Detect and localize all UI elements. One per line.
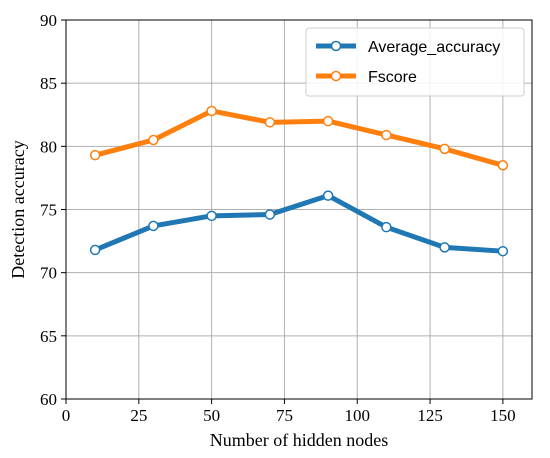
y-axis-title: Detection accuracy bbox=[8, 140, 28, 278]
y-tick-label: 90 bbox=[40, 11, 57, 30]
legend-label: Average_accuracy bbox=[368, 39, 500, 56]
y-tick-label: 70 bbox=[40, 264, 57, 283]
data-point bbox=[439, 143, 450, 155]
x-axis-title: Number of hidden nodes bbox=[210, 430, 388, 450]
data-point bbox=[497, 160, 509, 171]
data-point bbox=[322, 115, 334, 127]
series-group bbox=[89, 105, 509, 257]
legend-box bbox=[305, 27, 525, 97]
data-point bbox=[148, 220, 159, 232]
data-point bbox=[381, 129, 392, 141]
data-point bbox=[206, 105, 217, 117]
x-tick-label: 75 bbox=[276, 406, 293, 425]
y-tick-label: 75 bbox=[40, 201, 57, 220]
y-tick-label: 85 bbox=[40, 74, 57, 93]
legend-marker bbox=[330, 70, 342, 82]
series-average-accuracy bbox=[89, 190, 509, 257]
x-tick-label: 50 bbox=[203, 406, 220, 425]
data-point bbox=[89, 149, 101, 161]
x-tick-label: 125 bbox=[417, 406, 443, 425]
x-tick-label: 100 bbox=[345, 406, 371, 425]
data-point bbox=[439, 242, 450, 253]
data-point bbox=[206, 210, 217, 222]
y-tick-label: 60 bbox=[40, 390, 57, 409]
data-point bbox=[497, 245, 509, 257]
legend-item: Fscore bbox=[316, 69, 417, 86]
y-tick-label: 80 bbox=[40, 137, 57, 156]
data-point bbox=[264, 209, 276, 220]
x-tick-label: 150 bbox=[490, 406, 516, 425]
series-line bbox=[92, 193, 506, 254]
series-fscore bbox=[89, 105, 509, 171]
x-tick-label: 25 bbox=[130, 406, 147, 425]
x-tick-label: 0 bbox=[62, 406, 71, 425]
y-tick-label: 65 bbox=[40, 327, 57, 346]
axis-ticks: 0 25 50 75 100 125 150 60 65 70 75 80 85 90 bbox=[40, 11, 516, 425]
legend-marker bbox=[330, 40, 342, 52]
data-point bbox=[264, 117, 276, 128]
legend-label: Fscore bbox=[368, 69, 417, 86]
data-point bbox=[381, 221, 392, 233]
legend: Average_accuracy Fscore bbox=[305, 27, 525, 97]
series-line bbox=[92, 108, 506, 168]
data-point bbox=[89, 244, 101, 256]
data-point bbox=[148, 134, 159, 146]
data-point bbox=[322, 190, 334, 201]
legend-item: Average_accuracy bbox=[316, 39, 500, 56]
